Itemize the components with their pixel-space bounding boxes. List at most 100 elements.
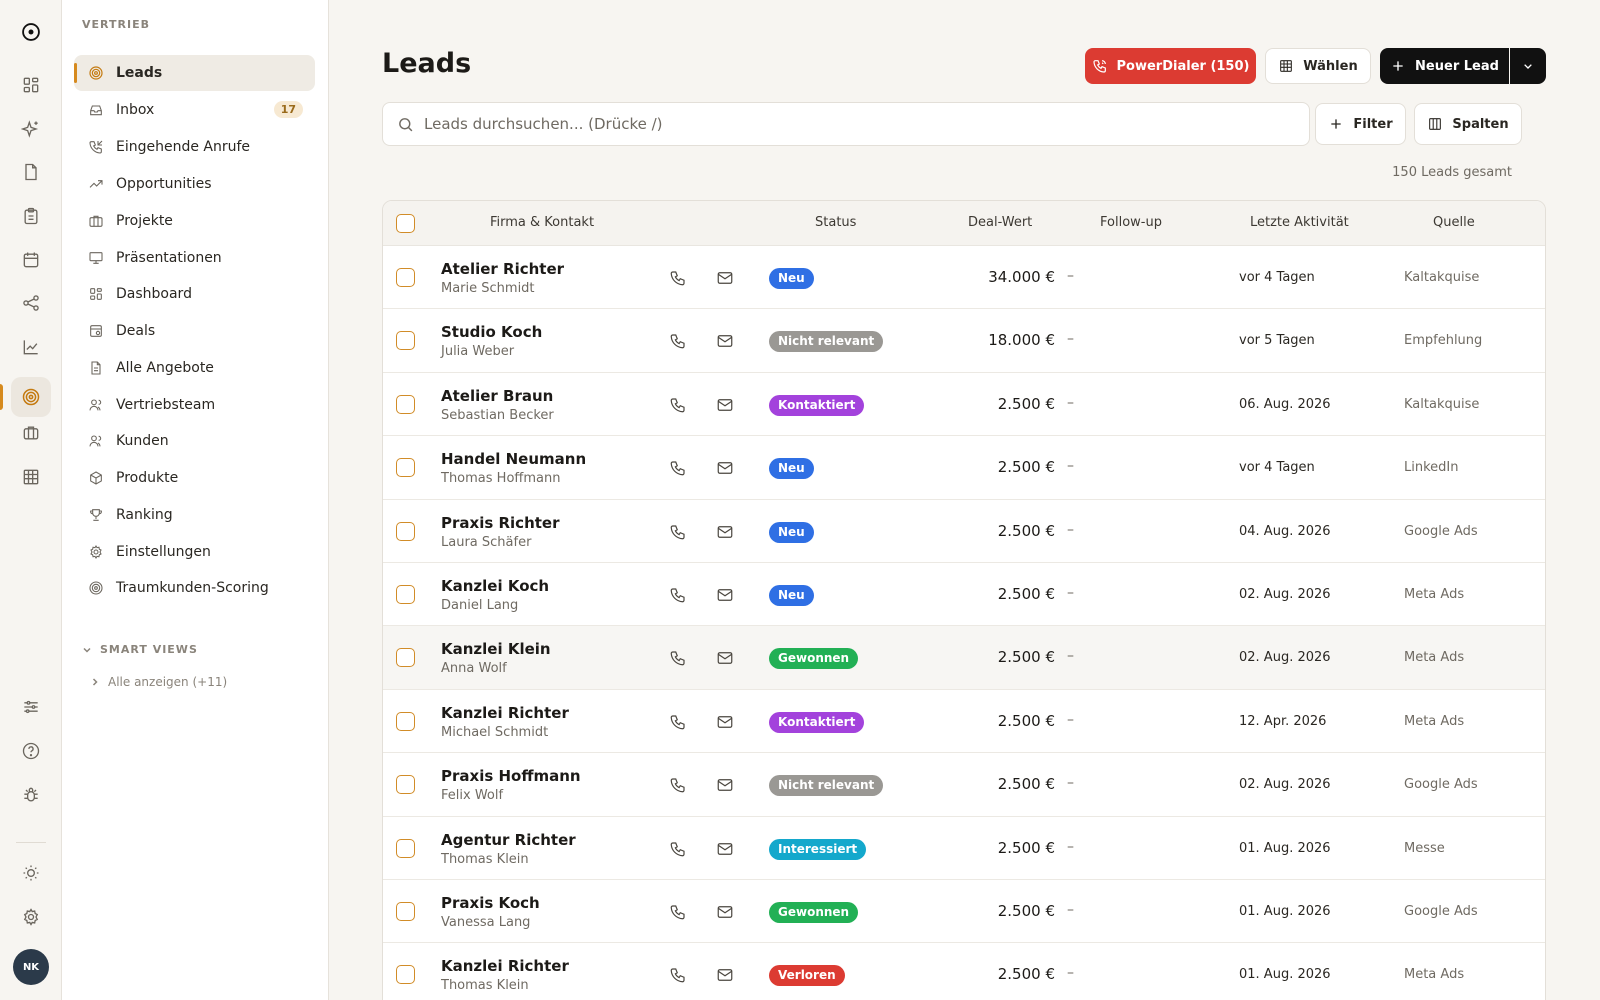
company-name[interactable]: Kanzlei Koch — [441, 576, 550, 595]
mail-icon[interactable] — [716, 586, 734, 604]
header-status[interactable]: Status — [815, 215, 857, 230]
sidebar-item-projekte[interactable]: Projekte — [74, 203, 315, 239]
status-badge[interactable]: Nicht relevant — [769, 331, 884, 353]
mail-icon[interactable] — [716, 396, 734, 414]
table-row[interactable]: Kanzlei Richter Thomas Klein Verloren 2.500… — [383, 943, 1545, 1000]
phone-icon[interactable] — [669, 776, 687, 794]
row-checkbox[interactable] — [396, 584, 415, 604]
mail-icon[interactable] — [716, 903, 734, 921]
table-row[interactable]: Studio Koch Julia Weber Nicht relevant 18.0… — [383, 309, 1545, 373]
settings-icon[interactable] — [11, 897, 51, 937]
power-dialer-button[interactable]: PowerDialer (150) — [1085, 48, 1256, 84]
phone-icon[interactable] — [669, 840, 687, 858]
status-badge[interactable]: Gewonnen — [769, 648, 859, 670]
table-row[interactable]: Praxis Koch Vanessa Lang Gewonnen 2.500 € – 0… — [383, 880, 1545, 944]
filter-button[interactable]: Filter — [1315, 103, 1406, 145]
phone-icon[interactable] — [669, 966, 687, 984]
sidebar-item-produkte[interactable]: Produkte — [74, 460, 315, 496]
company-name[interactable]: Praxis Hoffmann — [441, 767, 581, 786]
sidebar-item-vertriebsteam[interactable]: Vertriebsteam — [74, 387, 315, 423]
header-last-activity[interactable]: Letzte Aktivität — [1250, 215, 1349, 230]
clipboard-icon[interactable] — [11, 196, 51, 236]
phone-icon[interactable] — [669, 649, 687, 667]
phone-icon[interactable] — [669, 269, 687, 287]
help-icon[interactable] — [11, 731, 51, 771]
sidebar-item-deals[interactable]: Deals — [74, 313, 315, 349]
status-badge[interactable]: Verloren — [769, 965, 845, 987]
status-badge[interactable]: Neu — [769, 584, 814, 606]
status-badge[interactable]: Neu — [769, 521, 814, 543]
company-name[interactable]: Kanzlei Richter — [441, 957, 569, 976]
bug-icon[interactable] — [11, 775, 51, 815]
row-checkbox[interactable] — [396, 711, 415, 731]
briefcase-icon[interactable] — [11, 413, 51, 453]
row-checkbox[interactable] — [396, 521, 415, 541]
phone-icon[interactable] — [669, 586, 687, 604]
company-name[interactable]: Kanzlei Klein — [441, 640, 551, 659]
sidebar-item-alle-angebote[interactable]: Alle Angebote — [74, 350, 315, 386]
mail-icon[interactable] — [716, 649, 734, 667]
chart-icon[interactable] — [11, 327, 51, 367]
sparkles-icon[interactable] — [11, 109, 51, 149]
search-box[interactable] — [382, 102, 1310, 146]
header-source[interactable]: Quelle — [1433, 215, 1475, 230]
table-icon[interactable] — [11, 457, 51, 497]
table-row[interactable]: Praxis Richter Laura Schäfer Neu 2.500 € – 04… — [383, 500, 1545, 563]
mail-icon[interactable] — [716, 840, 734, 858]
row-checkbox[interactable] — [396, 775, 415, 795]
phone-icon[interactable] — [669, 523, 687, 541]
row-checkbox[interactable] — [396, 331, 415, 351]
header-company[interactable]: Firma & Kontakt — [490, 215, 595, 230]
company-name[interactable]: Praxis Richter — [441, 513, 560, 532]
table-row[interactable]: Kanzlei Klein Anna Wolf Gewonnen 2.500 € – 02… — [383, 626, 1545, 690]
status-badge[interactable]: Neu — [769, 268, 814, 289]
company-name[interactable]: Kanzlei Richter — [441, 703, 569, 722]
sidebar-item-praesentationen[interactable]: Präsentationen — [74, 240, 315, 276]
grid-icon[interactable] — [11, 65, 51, 105]
table-row[interactable]: Atelier Braun Sebastian Becker Kontaktiert… — [383, 373, 1545, 437]
calendar-icon[interactable] — [11, 240, 51, 280]
phone-icon[interactable] — [669, 332, 687, 350]
table-row[interactable]: Kanzlei Richter Michael Schmidt Kontaktier… — [383, 690, 1545, 754]
mail-icon[interactable] — [716, 332, 734, 350]
row-checkbox[interactable] — [396, 648, 415, 668]
company-name[interactable]: Atelier Braun — [441, 386, 554, 405]
mail-icon[interactable] — [716, 269, 734, 287]
table-row[interactable]: Agentur Richter Thomas Klein Interessiert 2… — [383, 817, 1545, 880]
sidebar-item-inbox[interactable]: Inbox 17 — [74, 92, 315, 128]
status-badge[interactable]: Nicht relevant — [769, 775, 884, 797]
phone-icon[interactable] — [669, 459, 687, 477]
sidebar-item-ranking[interactable]: Ranking — [74, 497, 315, 533]
sidebar-item-dashboard[interactable]: Dashboard — [74, 276, 315, 312]
header-followup[interactable]: Follow-up — [1100, 215, 1162, 230]
smart-views-toggle[interactable]: SMART VIEWS — [82, 643, 198, 656]
company-name[interactable]: Agentur Richter — [441, 830, 576, 849]
status-badge[interactable]: Interessiert — [769, 838, 867, 860]
mail-icon[interactable] — [716, 776, 734, 794]
select-button[interactable]: Wählen — [1265, 48, 1371, 84]
select-all-checkbox[interactable] — [396, 214, 415, 233]
share-icon[interactable] — [11, 283, 51, 323]
mail-icon[interactable] — [716, 713, 734, 731]
app-logo-icon[interactable] — [11, 12, 51, 52]
row-checkbox[interactable] — [396, 838, 415, 858]
table-row[interactable]: Praxis Hoffmann Felix Wolf Nicht relevant 2… — [383, 753, 1545, 817]
mail-icon[interactable] — [716, 523, 734, 541]
sidebar-item-traumkunden-scoring[interactable]: Traumkunden-Scoring — [74, 570, 315, 606]
columns-button[interactable]: Spalten — [1414, 103, 1522, 145]
target-icon[interactable] — [11, 377, 51, 417]
sun-icon[interactable] — [11, 853, 51, 893]
user-avatar[interactable]: NK — [13, 949, 49, 985]
row-checkbox[interactable] — [396, 965, 415, 985]
company-name[interactable]: Atelier Richter — [441, 260, 565, 278]
table-row[interactable]: Kanzlei Koch Daniel Lang Neu 2.500 € – 02. Au… — [383, 563, 1545, 627]
smart-views-show-all[interactable]: Alle anzeigen (+11) — [90, 675, 227, 689]
document-icon[interactable] — [11, 152, 51, 192]
row-checkbox[interactable] — [396, 394, 415, 414]
company-name[interactable]: Praxis Koch — [441, 893, 540, 912]
mail-icon[interactable] — [716, 459, 734, 477]
phone-icon[interactable] — [669, 713, 687, 731]
new-lead-button[interactable]: Neuer Lead — [1380, 48, 1509, 84]
phone-icon[interactable] — [669, 396, 687, 414]
sidebar-item-opportunities[interactable]: Opportunities — [74, 166, 315, 202]
